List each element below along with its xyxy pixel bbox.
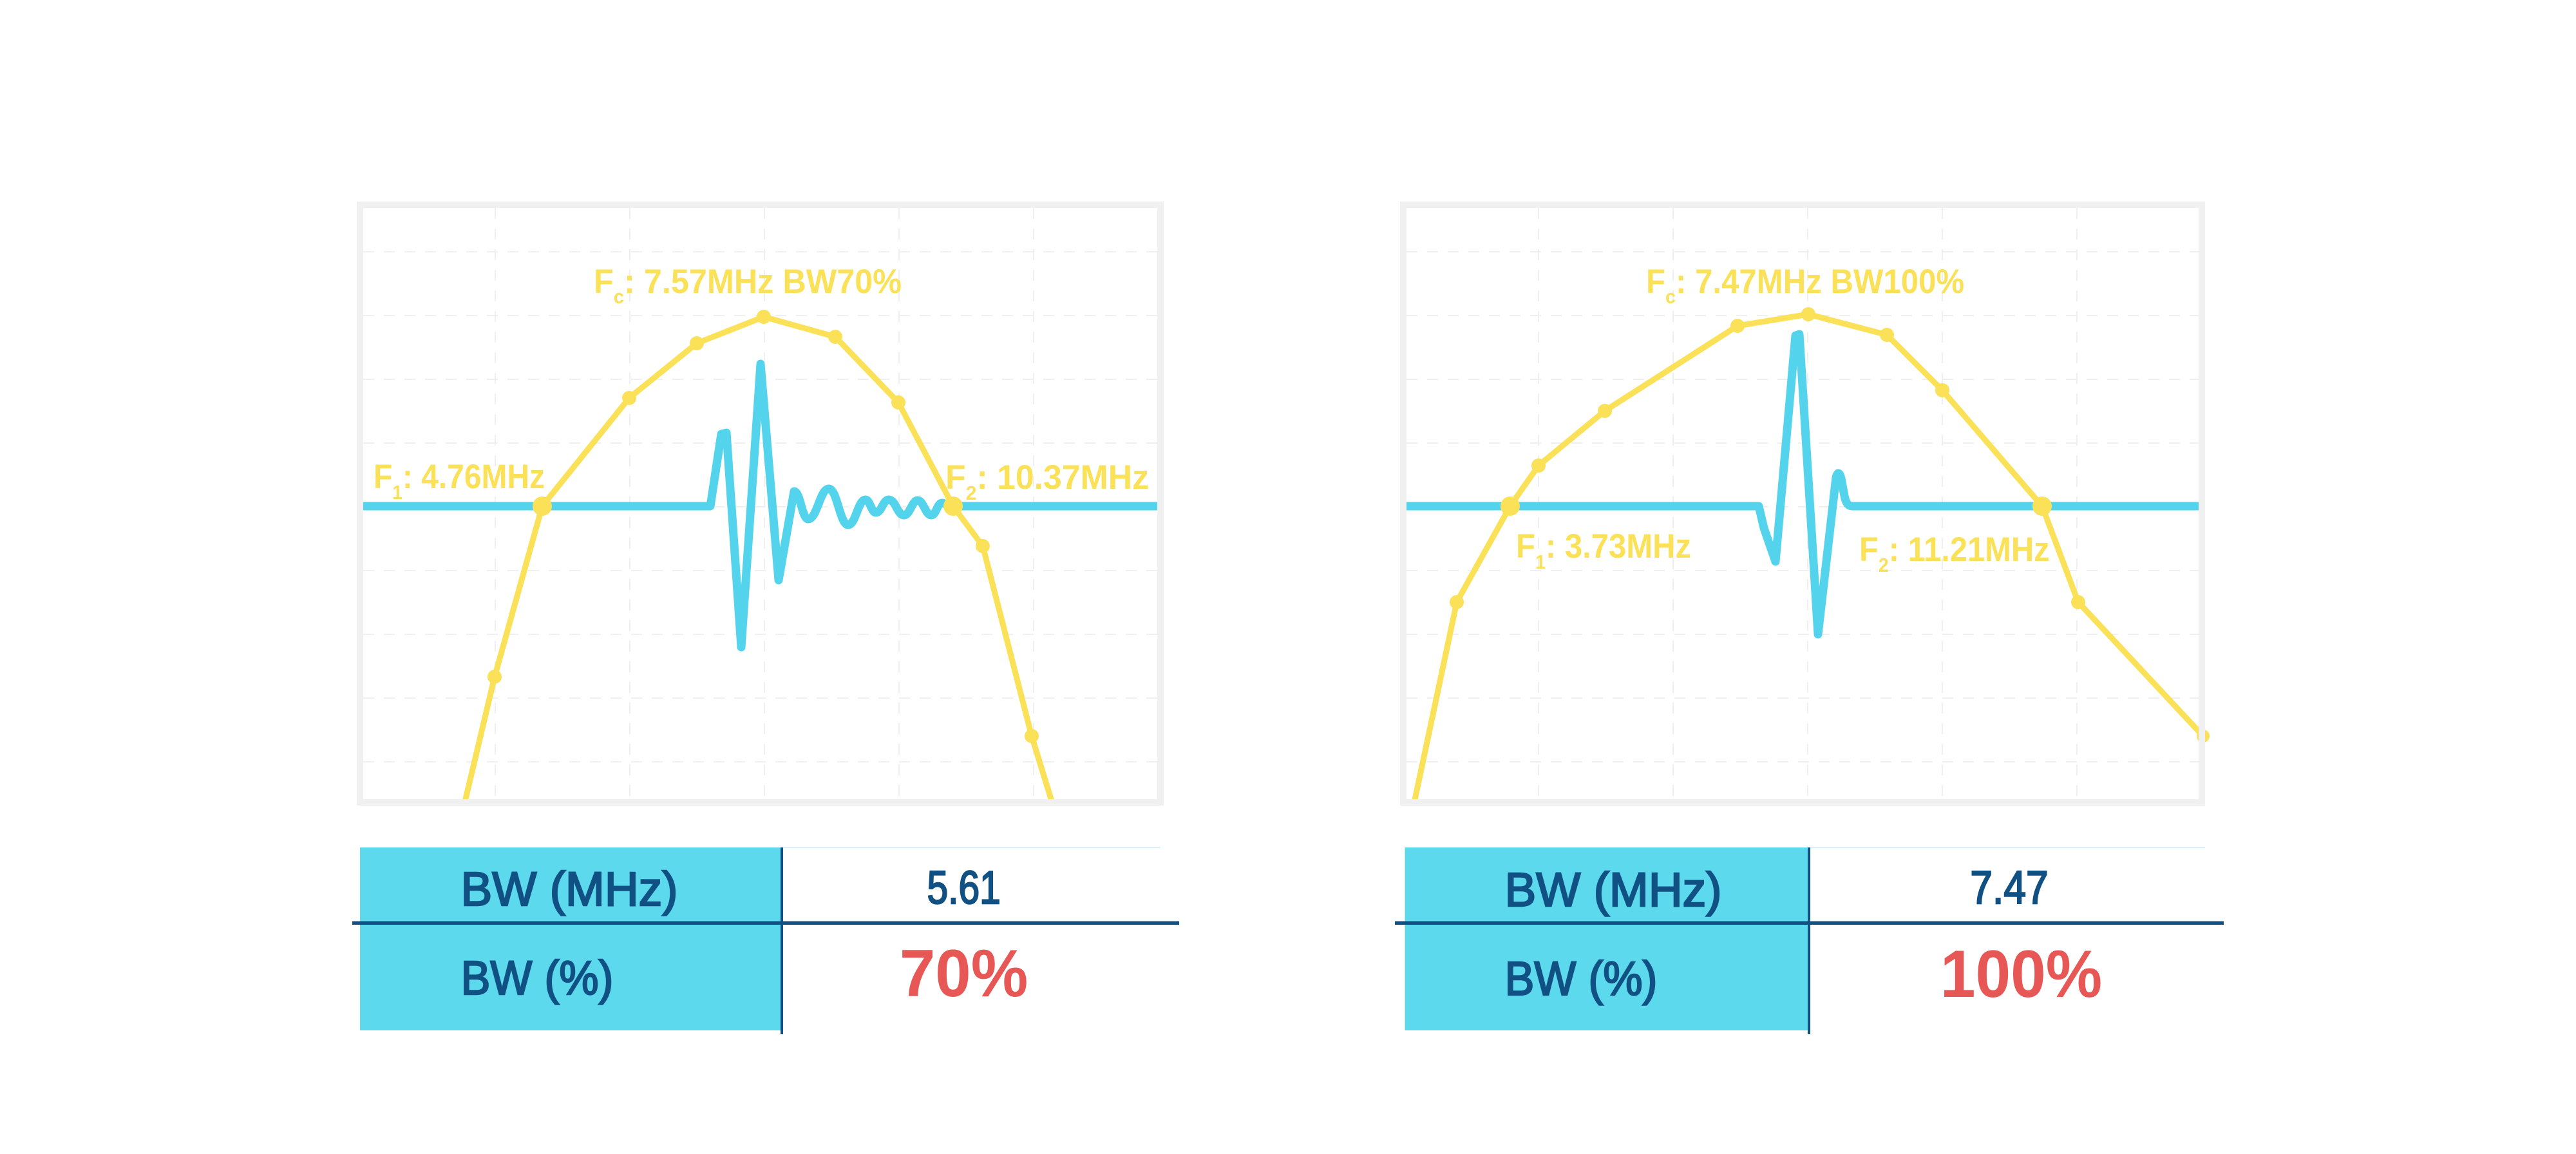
svg-text:F1: 4.76MHz: F1: 4.76MHz [374,457,545,504]
svg-text:F2: 11.21MHz: F2: 11.21MHz [1859,530,2050,576]
svg-text:7.47: 7.47 [1970,862,2048,914]
svg-text:F2: 10.37MHz: F2: 10.37MHz [945,459,1149,504]
svg-text:Fc: 7.57MHz BW70%: Fc: 7.57MHz BW70% [594,262,902,308]
svg-text:BW (%): BW (%) [1505,952,1658,1006]
svg-text:70%: 70% [900,936,1028,1010]
svg-text:Fc: 7.47MHz BW100%: Fc: 7.47MHz BW100% [1646,262,1964,308]
svg-text:F1: 3.73MHz: F1: 3.73MHz [1516,527,1691,573]
svg-text:5.61: 5.61 [927,862,1001,913]
svg-text:BW (MHz): BW (MHz) [461,862,678,916]
svg-text:100%: 100% [1940,936,2102,1011]
svg-text:BW (%): BW (%) [461,952,614,1005]
svg-text:BW (MHz): BW (MHz) [1505,863,1722,916]
